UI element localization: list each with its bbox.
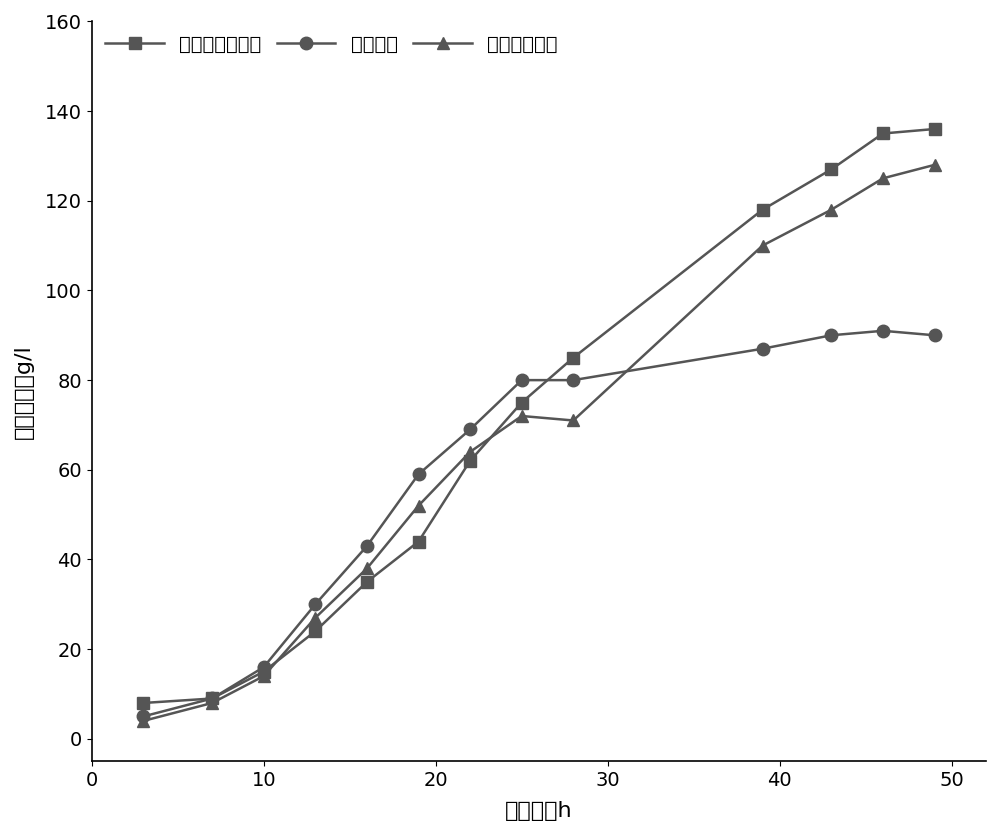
合成海绵固定化 xyxy=(206,694,218,704)
丝瓜瓤固定化 xyxy=(137,716,149,726)
丝瓜瓤固定化 xyxy=(361,564,373,574)
丝瓜瓤固定化 xyxy=(464,447,476,457)
游离发酵 xyxy=(464,424,476,434)
丝瓜瓤固定化 xyxy=(757,240,769,250)
合成海绵固定化 xyxy=(516,397,528,407)
合成海绵固定化 xyxy=(757,205,769,215)
游离发酵 xyxy=(206,694,218,704)
Legend: 合成海绵固定化, 游离发酵, 丝瓜瓤固定化: 合成海绵固定化, 游离发酵, 丝瓜瓤固定化 xyxy=(98,28,566,62)
合成海绵固定化 xyxy=(137,698,149,708)
Line: 游离发酵: 游离发酵 xyxy=(137,325,941,722)
Y-axis label: 赖氨酸产量g/l: 赖氨酸产量g/l xyxy=(14,344,34,438)
X-axis label: 发酵时间h: 发酵时间h xyxy=(505,801,573,821)
合成海绵固定化 xyxy=(877,129,889,139)
合成海绵固定化 xyxy=(929,124,941,134)
游离发酵 xyxy=(361,541,373,551)
游离发酵 xyxy=(929,331,941,341)
丝瓜瓤固定化 xyxy=(567,416,579,426)
丝瓜瓤固定化 xyxy=(206,698,218,708)
合成海绵固定化 xyxy=(413,537,425,547)
游离发酵 xyxy=(825,331,837,341)
游离发酵 xyxy=(877,326,889,336)
丝瓜瓤固定化 xyxy=(877,174,889,184)
丝瓜瓤固定化 xyxy=(825,205,837,215)
丝瓜瓤固定化 xyxy=(258,671,270,681)
合成海绵固定化 xyxy=(825,164,837,175)
Line: 丝瓜瓤固定化: 丝瓜瓤固定化 xyxy=(137,159,941,727)
合成海绵固定化 xyxy=(567,352,579,362)
游离发酵 xyxy=(413,469,425,479)
丝瓜瓤固定化 xyxy=(516,411,528,421)
游离发酵 xyxy=(309,600,321,610)
游离发酵 xyxy=(258,662,270,672)
合成海绵固定化 xyxy=(361,577,373,587)
游离发酵 xyxy=(757,344,769,354)
合成海绵固定化 xyxy=(258,666,270,676)
丝瓜瓤固定化 xyxy=(309,613,321,623)
合成海绵固定化 xyxy=(309,626,321,636)
合成海绵固定化 xyxy=(464,456,476,466)
丝瓜瓤固定化 xyxy=(929,159,941,170)
丝瓜瓤固定化 xyxy=(413,501,425,511)
Line: 合成海绵固定化: 合成海绵固定化 xyxy=(137,123,941,709)
游离发酵 xyxy=(567,375,579,385)
游离发酵 xyxy=(137,711,149,721)
游离发酵 xyxy=(516,375,528,385)
